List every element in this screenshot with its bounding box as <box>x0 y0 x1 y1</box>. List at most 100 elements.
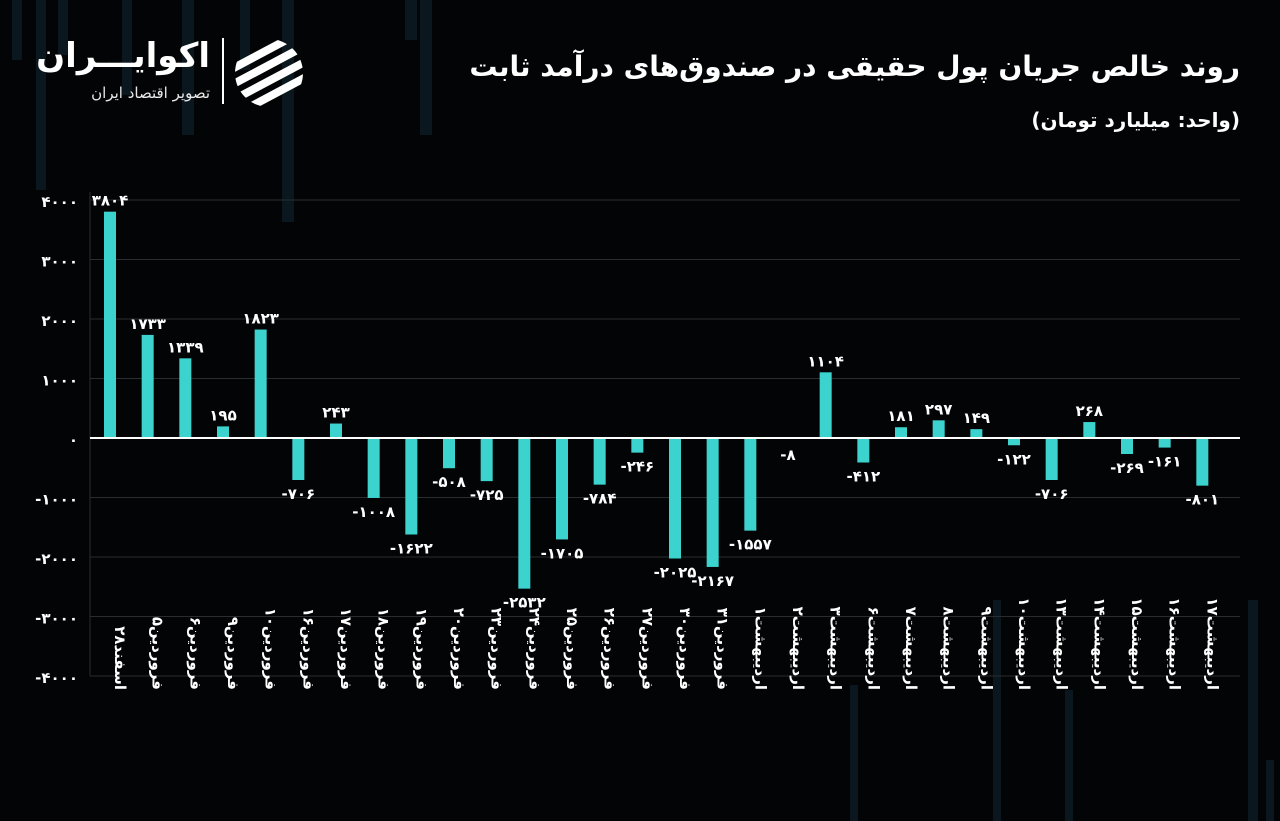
x-tick-label: فروردین۳۱ <box>714 608 732 690</box>
x-tick-label: فروردین۶ <box>186 617 204 690</box>
data-label: ۱۸۱ <box>887 407 914 425</box>
bar <box>443 438 455 469</box>
data-label: -۱۲۲ <box>997 450 1031 468</box>
bar <box>744 438 757 531</box>
chart-subtitle: (واحد: میلیارد تومان) <box>1031 108 1240 132</box>
bar <box>518 438 531 589</box>
bar <box>631 438 644 453</box>
x-tick-label: فروردین۵ <box>149 617 167 690</box>
bar <box>1083 422 1096 438</box>
data-label: -۱۶۲۲ <box>390 540 433 558</box>
y-tick-label: ۴۰۰۰ <box>41 193 78 211</box>
data-label: ۱۴۹ <box>963 409 990 427</box>
bar <box>179 358 192 438</box>
bar <box>405 438 418 535</box>
x-tick-label: اردیبهشت۷ <box>902 607 920 690</box>
data-label: ۱۷۳۳ <box>129 315 166 333</box>
y-tick-label: -۴۰۰۰ <box>35 669 78 687</box>
bar <box>857 438 870 463</box>
x-tick-label: اردیبهشت۱۴ <box>1090 597 1108 690</box>
data-label: -۷۰۶ <box>1035 485 1069 503</box>
data-label: -۸۰۱ <box>1185 491 1219 509</box>
logo-mark-icon <box>235 39 303 107</box>
x-tick-label: فروردین۲۷ <box>638 608 656 690</box>
bar <box>104 211 116 438</box>
y-tick-label: ۲۰۰۰ <box>41 312 78 330</box>
data-label: ۱۹۵ <box>209 406 236 424</box>
bar <box>593 438 606 485</box>
x-tick-label: اردیبهشت۱۵ <box>1128 597 1146 690</box>
x-tick-label: فروردین۲۶ <box>601 608 619 690</box>
bar <box>217 426 229 438</box>
y-tick-label: ۳۰۰۰ <box>41 253 78 271</box>
data-label: -۲۶۹ <box>1110 459 1144 477</box>
y-tick-label: -۱۰۰۰ <box>35 491 78 509</box>
data-label: -۷۲۵ <box>470 486 504 504</box>
x-tick-label: فروردین۹ <box>224 617 242 690</box>
x-tick-label: فروردین۱۰ <box>262 608 280 690</box>
bar <box>895 427 907 438</box>
x-tick-label: اردیبهشت۱۳ <box>1053 597 1071 690</box>
x-tick-label: فروردین۲۵ <box>563 608 581 690</box>
data-label: -۱۵۵۷ <box>729 536 772 554</box>
logo: اکوایـــران تصویر اقتصاد ایران <box>36 34 310 114</box>
x-tick-label: فروردین۱۷ <box>337 608 355 690</box>
x-tick-label: اسفند۲۸ <box>111 626 129 690</box>
x-tick-label: اردیبهشت۱۷ <box>1203 597 1221 690</box>
bar <box>556 438 568 540</box>
data-label: ۲۹۷ <box>925 400 952 418</box>
x-tick-label: فروردین۱۶ <box>299 608 317 690</box>
bar <box>932 420 945 438</box>
x-tick-label: فروردین۲۴ <box>525 608 543 690</box>
data-label: ۲۶۸ <box>1076 402 1103 420</box>
x-tick-label: اردیبهشت۹ <box>977 607 995 690</box>
x-tick-label: اردیبهشت۸ <box>940 607 958 690</box>
data-label: -۷۰۶ <box>281 485 315 503</box>
bar <box>1158 438 1171 448</box>
bar <box>1196 438 1209 486</box>
bar <box>970 429 983 438</box>
bar <box>367 438 380 498</box>
data-label: -۴۱۲ <box>846 468 880 486</box>
x-tick-label: اردیبهشت۶ <box>864 607 882 690</box>
data-label: -۵۰۸ <box>432 473 466 491</box>
bar <box>480 438 493 482</box>
x-tick-label: فروردین۱۹ <box>412 608 430 690</box>
chart-title: روند خالص جریان پول حقیقی در صندوق‌های د… <box>469 50 1240 83</box>
data-label: -۱۷۰۵ <box>541 544 584 562</box>
bar <box>706 438 719 567</box>
data-label: ۲۴۳ <box>322 404 349 422</box>
logo-name: اکوایـــران <box>36 36 210 76</box>
x-tick-label: فروردین۲۰ <box>450 608 468 690</box>
logo-tagline: تصویر اقتصاد ایران <box>91 84 210 102</box>
data-label: ۳۸۰۴ <box>92 192 129 210</box>
data-label: ۱۳۳۹ <box>167 338 204 356</box>
x-tick-label: اردیبهشت۱۰ <box>1015 597 1033 690</box>
data-label: -۱۶۱ <box>1148 453 1182 471</box>
x-tick-label: اردیبهشت۱۶ <box>1166 597 1184 690</box>
data-label: -۲۵۳۲ <box>503 594 546 612</box>
data-label: ۱۸۲۳ <box>242 310 279 328</box>
x-tick-label: اردیبهشت۳ <box>827 607 845 690</box>
y-tick-label: -۳۰۰۰ <box>35 610 78 628</box>
x-tick-label: اردیبهشت۲ <box>789 607 807 690</box>
bar <box>669 438 681 559</box>
y-tick-label: ۱۰۰۰ <box>41 372 78 390</box>
data-label: -۲۰۲۵ <box>654 563 697 581</box>
y-tick-label: ۰ <box>69 431 78 449</box>
bar <box>254 329 267 438</box>
data-label: -۷۸۴ <box>583 490 617 508</box>
x-tick-label: فروردین۲۳ <box>488 608 506 690</box>
bar <box>1008 438 1020 446</box>
bar <box>292 438 305 481</box>
bar <box>1045 438 1058 481</box>
x-tick-label: فروردین۱۸ <box>375 608 393 690</box>
data-label: ۱۱۰۴ <box>807 352 844 370</box>
data-label: -۲۴۶ <box>620 458 654 476</box>
logo-divider <box>222 38 224 104</box>
data-label: -۲۱۶۷ <box>691 572 734 590</box>
bar <box>330 423 342 438</box>
x-tick-label: اردیبهشت۱ <box>751 607 769 690</box>
